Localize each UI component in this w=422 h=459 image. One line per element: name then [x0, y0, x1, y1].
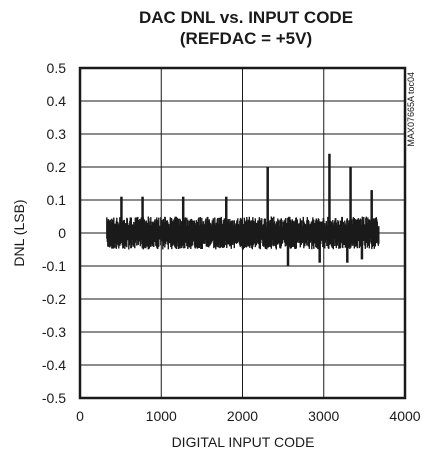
y-axis-label: DNL (LSB)	[11, 199, 27, 266]
y-tick-label: -0.4	[42, 357, 66, 373]
x-axis-label: DIGITAL INPUT CODE	[172, 434, 315, 450]
dnl-noise-band	[106, 216, 380, 250]
plot-frame	[78, 66, 407, 400]
y-tick-label: 0.4	[47, 93, 67, 109]
x-tick-label: 4000	[389, 408, 420, 424]
y-tick-label: 0.2	[47, 159, 67, 175]
dnl-series	[106, 153, 380, 266]
y-tick-label: -0.2	[42, 291, 66, 307]
watermark-code: MAX07665A toc04	[406, 72, 416, 147]
chart-subtitle: (REFDAC = +5V)	[180, 29, 312, 48]
x-tick-label: 3000	[308, 408, 339, 424]
y-tick-label: 0	[58, 225, 66, 241]
y-tick-label: -0.5	[42, 390, 66, 406]
y-tick-label: 0.3	[47, 126, 67, 142]
chart-title: DAC DNL vs. INPUT CODE	[139, 8, 353, 27]
x-tick-label: 2000	[227, 408, 258, 424]
y-tick-label: 0.1	[47, 192, 67, 208]
y-tick-label: -0.1	[42, 258, 66, 274]
y-tick-label: -0.3	[42, 324, 66, 340]
y-tick-label: 0.5	[47, 60, 67, 76]
x-tick-label: 0	[76, 408, 84, 424]
y-tick-labels: 0.5 0.4 0.3 0.2 0.1 0 -0.1 -0.2 -0.3 -0.4 -0.5	[42, 60, 66, 406]
x-tick-labels: 0 1000 2000 3000 4000	[76, 408, 421, 424]
x-tick-label: 1000	[146, 408, 177, 424]
